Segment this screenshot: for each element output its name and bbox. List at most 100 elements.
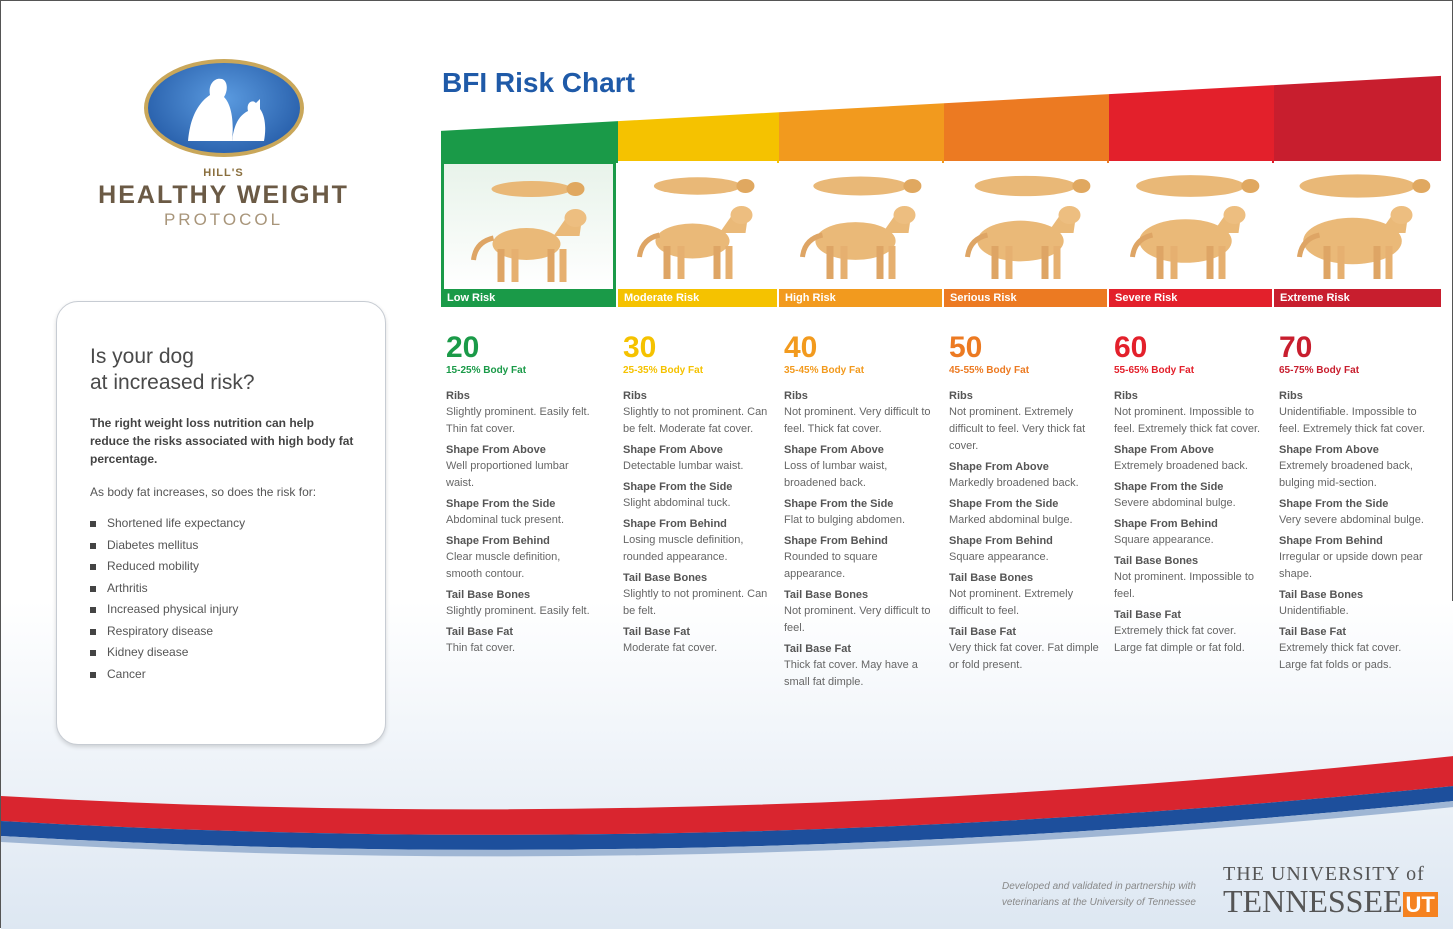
- body-fat-range: 25-35% Body Fat: [623, 365, 704, 376]
- criterion-text: Markedly broadened back.: [949, 477, 1079, 489]
- bfi-score: 40: [784, 331, 818, 364]
- bfi-column-70: 70 65-75% Body Fat Ribs Unidentifiable. Im…: [1279, 331, 1444, 678]
- criterion-text: Unidentifiable.: [1279, 605, 1349, 617]
- criterion-heading: Shape From the Side: [1114, 481, 1224, 493]
- dog-cat-emblem-icon: [143, 59, 304, 157]
- criterion-text: Loss of lumbar waist, broadened back.: [784, 460, 888, 489]
- page-title: BFI Risk Chart: [442, 67, 635, 98]
- criterion-text: Not prominent. Extremely difficult to fe…: [949, 588, 1074, 617]
- criterion-text: Moderate fat cover.: [623, 642, 718, 654]
- dog-illustration-icon: [1130, 175, 1260, 279]
- criterion-text: Rounded to square appearance.: [784, 551, 878, 580]
- criterion-text: Clear muscle definition, smooth contour.: [446, 551, 561, 580]
- criterion-heading: Tail Base Fat: [1114, 609, 1182, 621]
- criterion-heading: Shape From Behind: [1279, 535, 1383, 547]
- criterion-text: Slightly to not prominent. Can be felt.: [623, 588, 768, 617]
- criterion-heading: Tail Base Bones: [784, 589, 869, 601]
- criterion-heading: Tail Base Fat: [623, 626, 691, 638]
- criterion-heading: Shape From Above: [623, 444, 723, 456]
- body-fat-range: 35-45% Body Fat: [784, 365, 865, 376]
- dog-illustration-panel: [779, 161, 942, 289]
- criterion-heading: Shape From Behind: [446, 535, 550, 547]
- criterion-heading: Shape From Above: [1279, 444, 1379, 456]
- criterion-heading: Ribs: [1279, 390, 1303, 402]
- criterion-text: Severe abdominal bulge.: [1114, 497, 1236, 509]
- criterion-heading: Shape From the Side: [446, 498, 556, 510]
- criterion-text: Unidentifiable. Impossible to feel. Extr…: [1279, 406, 1426, 435]
- bfi-score: 30: [623, 331, 657, 364]
- criterion-text: Slightly to not prominent. Can be felt. …: [623, 406, 768, 435]
- criterion-text: Not prominent. Impossible to feel. Extre…: [1114, 406, 1261, 435]
- criterion-text: Not prominent. Very difficult to feel.: [784, 605, 931, 634]
- dog-illustration-icon: [471, 181, 587, 282]
- risk-item: Shortened life expectancy: [90, 513, 355, 535]
- criterion-heading: Shape From the Side: [949, 498, 1059, 510]
- criterion-text: Losing muscle definition, rounded appear…: [623, 534, 744, 563]
- criterion-heading: Ribs: [446, 390, 470, 402]
- criterion-text: Detectable lumbar waist.: [623, 460, 744, 472]
- hills-logo: HILL'S HEALTHY WEIGHT PROTOCOL: [81, 59, 366, 230]
- criterion-text: Slight abdominal tuck.: [623, 497, 731, 509]
- criterion-heading: Shape From the Side: [784, 498, 894, 510]
- criterion-text: Not prominent. Extremely difficult to fe…: [949, 406, 1086, 452]
- risk-level-label: High Risk: [779, 289, 942, 307]
- criterion-text: Thick fat cover. May have a small fat di…: [784, 659, 918, 688]
- risk-item: Kidney disease: [90, 642, 355, 664]
- risk-list: Shortened life expectancy Diabetes mellit…: [90, 513, 355, 685]
- dog-illustration-panel: [441, 161, 616, 289]
- criterion-heading: Ribs: [784, 390, 808, 402]
- risk-item: Reduced mobility: [90, 556, 355, 578]
- criterion-text: Extremely thick fat cover. Large fat dim…: [1114, 625, 1245, 654]
- criterion-text: Square appearance.: [1114, 534, 1214, 546]
- criterion-text: Flat to bulging abdomen.: [784, 514, 906, 526]
- body-fat-range: 55-65% Body Fat: [1114, 365, 1195, 376]
- dog-illustration-icon: [637, 177, 755, 279]
- criterion-text: Not prominent. Very difficult to feel. T…: [784, 406, 931, 435]
- criterion-text: Extremely broadened back.: [1114, 460, 1248, 472]
- brand-name: HEALTHY WEIGHT: [98, 181, 349, 209]
- criterion-heading: Shape From Behind: [623, 518, 727, 530]
- band-segment: [618, 112, 779, 163]
- criterion-heading: Tail Base Bones: [1114, 555, 1199, 567]
- intro-text: The right weight loss nutrition can help…: [90, 416, 354, 466]
- criterion-heading: Shape From Behind: [784, 535, 888, 547]
- criterion-heading: Shape From Above: [1114, 444, 1214, 456]
- dog-illustration-icon: [965, 175, 1091, 279]
- swoosh-decoration: [1, 756, 1453, 857]
- criterion-heading: Tail Base Fat: [1279, 626, 1347, 638]
- criterion-heading: Shape From Above: [446, 444, 546, 456]
- criterion-heading: Ribs: [949, 390, 973, 402]
- bfi-score: 20: [446, 331, 480, 364]
- band-segment: [1109, 85, 1274, 163]
- criterion-text: Marked abdominal bulge.: [949, 514, 1073, 526]
- bfi-score: 50: [949, 331, 983, 364]
- brand-sub: PROTOCOL: [163, 210, 284, 229]
- criterion-text: Extremely broadened back, bulging mid-se…: [1279, 460, 1413, 489]
- criterion-heading: Shape From the Side: [623, 481, 733, 493]
- criterion-heading: Shape From Above: [949, 461, 1049, 473]
- criterion-heading: Tail Base Bones: [446, 589, 531, 601]
- dog-illustration-panel: [618, 161, 777, 289]
- risk-level-label: Severe Risk: [1109, 289, 1272, 307]
- risk-gradient-band: [441, 75, 1441, 163]
- criterion-heading: Ribs: [623, 390, 647, 402]
- risk-item: Diabetes mellitus: [90, 535, 355, 557]
- criterion-heading: Tail Base Fat: [784, 643, 852, 655]
- criterion-text: Abdominal tuck present.: [446, 514, 565, 526]
- criterion-text: Well proportioned lumbar waist.: [446, 460, 569, 489]
- bfi-score: 70: [1279, 331, 1313, 364]
- bfi-column-20: 20 15-25% Body Fat Ribs Slightly prominent…: [446, 331, 611, 661]
- body-fat-range: 45-55% Body Fat: [949, 365, 1030, 376]
- criterion-text: Extremely thick fat cover. Large fat fol…: [1279, 642, 1402, 671]
- body-fat-range: 15-25% Body Fat: [446, 365, 527, 376]
- brand-small: HILL'S: [203, 167, 244, 179]
- criterion-heading: Shape From Behind: [1114, 518, 1218, 530]
- criterion-heading: Tail Base Bones: [949, 572, 1034, 584]
- criterion-text: Slightly prominent. Easily felt. Thin fa…: [446, 406, 590, 435]
- risk-level-label: Moderate Risk: [618, 289, 777, 307]
- band-segment: [1274, 75, 1441, 163]
- criterion-text: Slightly prominent. Easily felt.: [446, 605, 590, 617]
- criterion-text: Very severe abdominal bulge.: [1279, 514, 1424, 526]
- criterion-text: Not prominent. Impossible to feel.: [1114, 571, 1255, 600]
- criterion-heading: Shape From the Side: [1279, 498, 1389, 510]
